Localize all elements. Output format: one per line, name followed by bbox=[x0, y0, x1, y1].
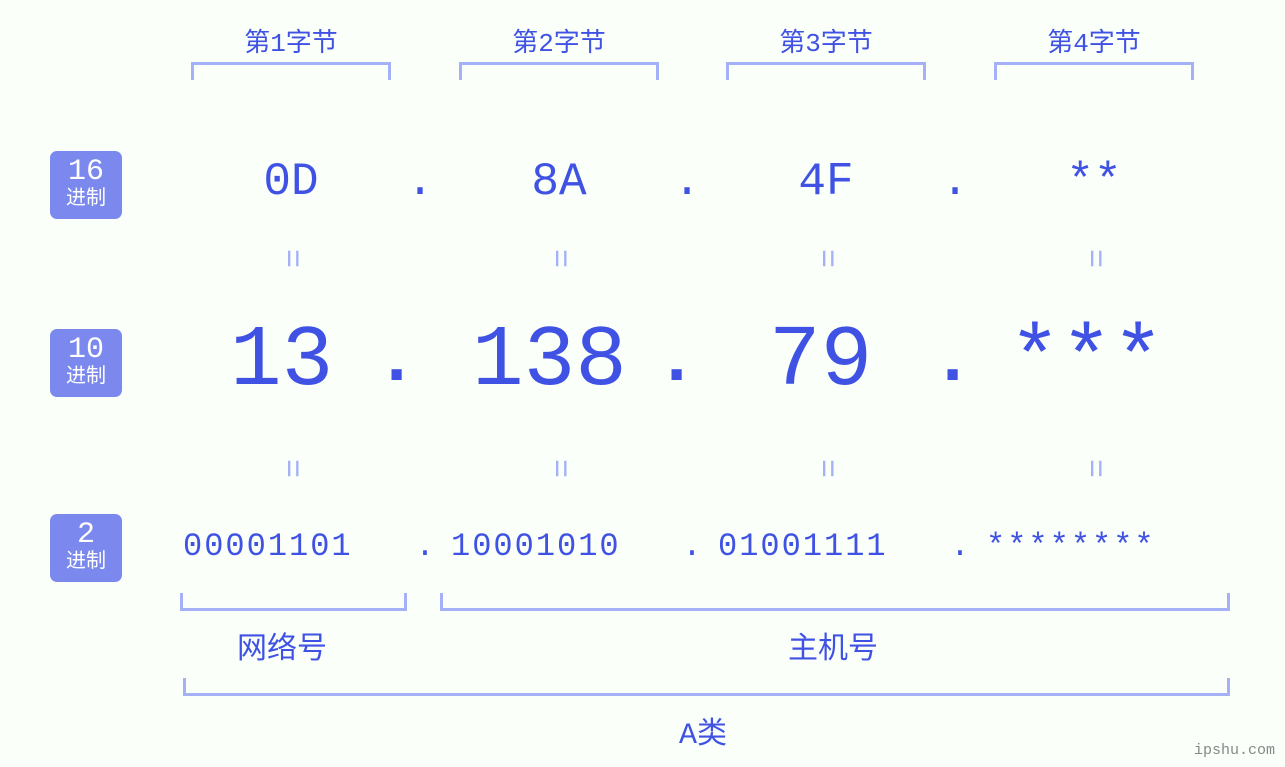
bracket-network bbox=[180, 593, 407, 611]
dec-dot-1: . bbox=[375, 320, 405, 402]
byte-label-2: 第2字节 bbox=[489, 22, 629, 59]
bracket-host bbox=[440, 593, 1230, 611]
equals-decbin-1: = bbox=[273, 449, 310, 489]
equals-hexdec-2: = bbox=[541, 239, 578, 279]
base-num-dec: 10 bbox=[50, 335, 122, 365]
bracket-byte-4 bbox=[994, 62, 1194, 80]
equals-decbin-4: = bbox=[1076, 449, 1113, 489]
base-sub-bin: 进制 bbox=[50, 552, 122, 574]
class-label: A类 bbox=[679, 708, 727, 753]
hex-dot-1: . bbox=[405, 156, 435, 208]
byte-label-4: 第4字节 bbox=[1024, 22, 1164, 59]
dec-byte-2: 138 bbox=[472, 312, 627, 410]
base-sub-dec: 进制 bbox=[50, 367, 122, 389]
bin-byte-2: 10001010 bbox=[451, 528, 621, 565]
bin-dot-3: . bbox=[945, 528, 975, 565]
base-badge-bin: 2 进制 bbox=[50, 514, 122, 582]
hex-byte-3: 4F bbox=[756, 156, 896, 208]
equals-decbin-3: = bbox=[808, 449, 845, 489]
base-num-hex: 16 bbox=[50, 157, 122, 187]
host-label: 主机号 bbox=[788, 623, 878, 668]
bracket-byte-3 bbox=[726, 62, 926, 80]
hex-byte-4: ** bbox=[1024, 156, 1164, 208]
base-num-bin: 2 bbox=[50, 520, 122, 550]
base-sub-hex: 进制 bbox=[50, 189, 122, 211]
bracket-byte-2 bbox=[459, 62, 659, 80]
bracket-byte-1 bbox=[191, 62, 391, 80]
base-badge-dec: 10 进制 bbox=[50, 329, 122, 397]
byte-label-3: 第3字节 bbox=[756, 22, 896, 59]
dec-dot-3: . bbox=[931, 320, 961, 402]
bin-dot-2: . bbox=[677, 528, 707, 565]
bin-byte-3: 01001111 bbox=[718, 528, 888, 565]
bin-dot-1: . bbox=[410, 528, 440, 565]
bin-byte-4: ******** bbox=[986, 528, 1156, 565]
hex-byte-1: 0D bbox=[221, 156, 361, 208]
base-badge-hex: 16 进制 bbox=[50, 151, 122, 219]
hex-byte-2: 8A bbox=[489, 156, 629, 208]
bracket-class bbox=[183, 678, 1230, 696]
dec-dot-2: . bbox=[655, 320, 685, 402]
equals-decbin-2: = bbox=[541, 449, 578, 489]
dec-byte-4: *** bbox=[1009, 312, 1164, 410]
equals-hexdec-1: = bbox=[273, 239, 310, 279]
ip-address-diagram: 第1字节 第2字节 第3字节 第4字节 16 进制 10 进制 2 进制 0D … bbox=[0, 0, 1285, 767]
byte-label-1: 第1字节 bbox=[221, 22, 361, 59]
dec-byte-1: 13 bbox=[230, 312, 333, 410]
watermark: ipshu.com bbox=[1194, 742, 1275, 759]
hex-dot-2: . bbox=[672, 156, 702, 208]
network-label: 网络号 bbox=[237, 623, 327, 668]
hex-dot-3: . bbox=[940, 156, 970, 208]
equals-hexdec-4: = bbox=[1076, 239, 1113, 279]
equals-hexdec-3: = bbox=[808, 239, 845, 279]
bin-byte-1: 00001101 bbox=[183, 528, 353, 565]
dec-byte-3: 79 bbox=[769, 312, 872, 410]
